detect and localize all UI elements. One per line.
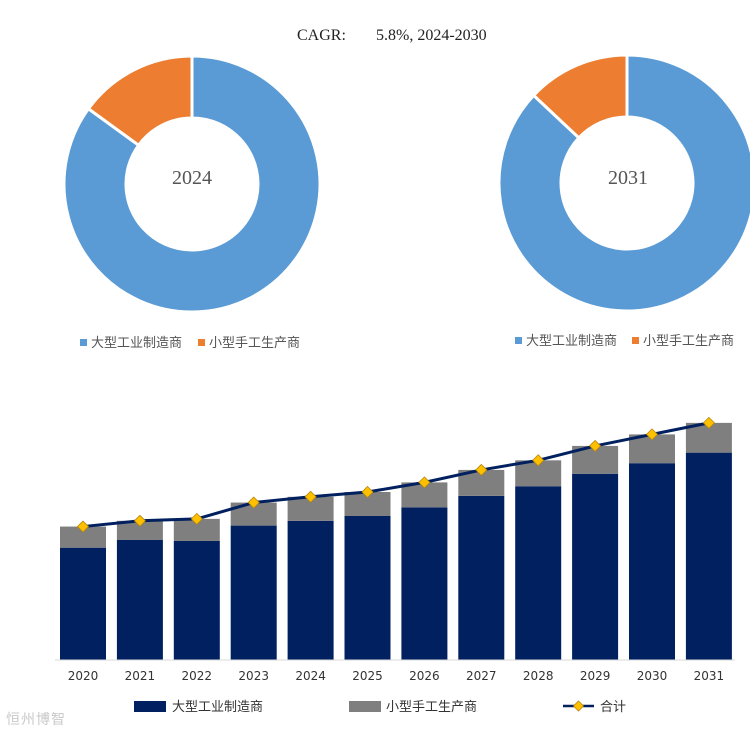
legend-marker-diamond — [572, 700, 585, 712]
total-line-series — [76, 416, 715, 533]
total-marker-2028 — [532, 454, 545, 467]
x-tick-2027: 2027 — [466, 669, 497, 683]
x-axis-ticks: 2020 2021 2022 2023 2024 2025 2026 2027 2028 2029… — [68, 669, 724, 683]
total-marker-2026 — [418, 476, 431, 489]
legend-label-total: 合计 — [600, 700, 626, 715]
legend-label-large: 大型工业制造商 — [91, 336, 182, 351]
total-marker-2031 — [702, 416, 715, 429]
donut-2031-legend: 大型工业制造商 小型手工生产商 — [515, 334, 734, 349]
legend-marker-small-bar — [349, 701, 381, 712]
x-tick-2022: 2022 — [182, 669, 213, 683]
bar-chart-legend: 大型工业制造商 小型手工生产商 合计 — [134, 700, 626, 715]
x-tick-2030: 2030 — [637, 669, 668, 683]
bar-large-2027 — [458, 495, 505, 660]
total-marker-2025 — [361, 485, 374, 499]
x-tick-2028: 2028 — [523, 669, 554, 683]
legend-marker-small — [198, 339, 205, 346]
x-tick-2024: 2024 — [295, 669, 326, 683]
donut-2024-slice-small — [86, 54, 194, 148]
total-line — [82, 421, 710, 529]
cagr-value: 5.8%, 2024-2030 — [376, 27, 487, 44]
bar-large-2021 — [116, 540, 163, 660]
bar-small-2021 — [116, 520, 163, 540]
total-marker-2020 — [76, 520, 90, 533]
legend-marker-large — [515, 337, 522, 344]
bar-large-2029 — [572, 473, 619, 660]
stacked-bar-chart — [60, 422, 732, 660]
bar-large-2020 — [60, 547, 106, 660]
bar-small-2023 — [230, 502, 277, 526]
x-tick-2025: 2025 — [352, 669, 383, 683]
x-tick-2026: 2026 — [409, 669, 440, 683]
x-tick-2021: 2021 — [125, 669, 156, 683]
total-marker-2027 — [475, 463, 488, 476]
donut-chart-2031 — [497, 53, 750, 313]
bar-large-2022 — [173, 540, 220, 660]
donut-2031-slice-small — [531, 53, 629, 140]
legend-label-small-bar: 小型手工生产商 — [386, 700, 477, 715]
x-tick-2029: 2029 — [580, 669, 611, 683]
total-marker-2022 — [190, 512, 203, 525]
bar-small-2020 — [60, 526, 106, 548]
bar-large-2026 — [401, 507, 448, 660]
legend-marker-large-bar — [134, 701, 166, 712]
total-marker-2029 — [589, 439, 602, 452]
legend-marker-large — [80, 339, 87, 346]
x-tick-2023: 2023 — [238, 669, 269, 683]
legend-label-large: 大型工业制造商 — [526, 334, 617, 349]
donut-chart-2024 — [62, 54, 322, 314]
donut-2024-slice-large — [62, 54, 322, 314]
donut-2024-title: 2024 — [172, 167, 212, 189]
total-marker-2030 — [645, 428, 659, 441]
bar-large-2023 — [230, 525, 277, 660]
legend-label-large-bar: 大型工业制造商 — [172, 700, 263, 715]
donut-2031-title: 2031 — [608, 167, 648, 189]
bar-large-2031 — [685, 452, 732, 660]
cagr-label: CAGR: — [297, 27, 346, 44]
donut-2031-slice-large — [497, 53, 750, 313]
legend-label-small: 小型手工生产商 — [209, 336, 300, 351]
x-tick-2020: 2020 — [68, 669, 99, 683]
legend-label-small: 小型手工生产商 — [643, 334, 734, 349]
bar-large-2028 — [515, 486, 562, 660]
bar-large-2024 — [287, 520, 334, 660]
bar-large-2030 — [629, 463, 675, 660]
bar-small-2022 — [173, 518, 220, 541]
bar-large-2025 — [344, 516, 391, 660]
total-marker-2023 — [247, 496, 260, 509]
x-tick-2031: 2031 — [694, 669, 725, 683]
total-marker-2021 — [133, 514, 146, 527]
legend-marker-small — [632, 337, 639, 344]
donut-2024-legend: 大型工业制造商 小型手工生产商 — [80, 336, 300, 351]
total-marker-2024 — [304, 490, 317, 503]
watermark-text: 恒州博智 — [6, 712, 66, 728]
